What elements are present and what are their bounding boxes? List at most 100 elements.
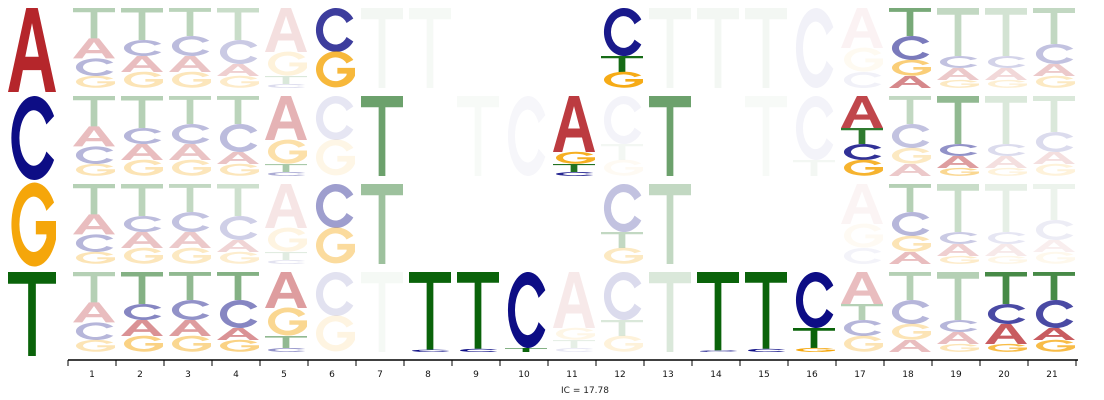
- logo-letter-C: [891, 36, 930, 61]
- logo-letter-G: [891, 323, 931, 340]
- logo-letter-G: [123, 71, 163, 88]
- logo-letter-C: [219, 300, 258, 328]
- logo-letter-C: [1035, 300, 1074, 328]
- logo-letter-A: [121, 320, 163, 336]
- logo-letter-T: [649, 184, 691, 264]
- logo-letter-T: [217, 96, 259, 124]
- logo-letter-T: [793, 160, 835, 176]
- logo-letter-G: [267, 51, 307, 76]
- x-tick-label: 8: [425, 370, 431, 380]
- x-tick-label: 19: [950, 370, 962, 380]
- logo-letter-T: [121, 96, 163, 128]
- logo-letter-C: [795, 272, 834, 328]
- logo-letter-T: [601, 320, 643, 336]
- logo-letter-G: [1035, 163, 1075, 176]
- logo-letter-A: [1033, 64, 1075, 76]
- logo-letter-G: [843, 223, 883, 248]
- logo-letter-T: [553, 164, 595, 172]
- logo-letter-G: [891, 235, 931, 252]
- logo-letter-G: [795, 347, 835, 352]
- logo-letter-C: [843, 248, 882, 264]
- logo-letter-G: [1035, 339, 1075, 352]
- logo-letter-G: [171, 335, 211, 352]
- logo-letter-A: [1033, 152, 1075, 164]
- logo-letter-C: [315, 96, 354, 140]
- logo-letter-G: [843, 47, 883, 72]
- logo-letter-T: [889, 8, 931, 36]
- logo-letter-C: [123, 40, 162, 56]
- x-tick-label: 17: [854, 370, 865, 380]
- logo-letter-A: [1033, 240, 1075, 252]
- logo-letter-G: [315, 139, 355, 176]
- logo-letter-C: [843, 320, 882, 336]
- logo-letter-T: [505, 348, 547, 352]
- logo-letter-T: [745, 8, 787, 88]
- logo-letter-C: [891, 124, 930, 148]
- logo-letter-C: [171, 212, 210, 232]
- logo-letter-C: [123, 216, 162, 232]
- logo-letter-T: [217, 272, 259, 300]
- logo-letter-G: [123, 247, 163, 264]
- logo-letter-G: [267, 307, 307, 336]
- x-tick-label: 15: [758, 370, 769, 380]
- logo-letter-C: [795, 8, 834, 89]
- logo-letter-G: [315, 227, 355, 264]
- logo-letter-T: [169, 8, 211, 36]
- logo-letter-G: [1035, 75, 1075, 88]
- logo-letter-G: [843, 159, 883, 176]
- logo-letter-C: [795, 96, 834, 161]
- logo-letter-G: [987, 343, 1027, 352]
- logo-letter-C: [603, 96, 642, 144]
- logo-letter-C: [507, 96, 546, 176]
- logo-letter-C: [267, 84, 306, 88]
- logo-letter-C: [1035, 44, 1074, 64]
- x-tick-label: 13: [662, 370, 673, 380]
- logo-letter-G: [891, 59, 931, 76]
- logo-letter-G: [171, 159, 211, 176]
- logo-letter-G: [315, 51, 355, 88]
- logo-letter-A: [889, 76, 931, 88]
- logo-letter-C: [459, 348, 498, 352]
- logo-letter-C: [219, 124, 258, 152]
- logo-letter-A: [889, 252, 931, 264]
- logo-letter-T: [265, 76, 307, 84]
- logo-letter-C: [267, 260, 306, 264]
- logo-letter-C: [987, 304, 1026, 324]
- logo-cells: [73, 8, 1075, 352]
- logo-letter-A: [169, 320, 211, 336]
- logo-letter-G: [987, 255, 1027, 264]
- logo-letter-T: [601, 144, 643, 160]
- x-tick-label: 7: [377, 370, 383, 380]
- logo-letter-T: [649, 8, 691, 88]
- logo-letter-C: [555, 172, 594, 176]
- logo-letter-T: [1033, 8, 1075, 44]
- logo-letter-T: [73, 184, 115, 215]
- row-label-A: [8, 8, 56, 92]
- logo-letter-T: [937, 96, 979, 144]
- logo-letter-A: [889, 164, 931, 176]
- logo-letter-T: [1033, 96, 1075, 132]
- logo-letter-T: [937, 184, 979, 232]
- logo-letter-G: [939, 343, 979, 352]
- logo-letter-T: [985, 8, 1027, 56]
- logo-letter-C: [315, 184, 354, 228]
- logo-letter-A: [121, 232, 163, 248]
- logo-letter-T: [265, 164, 307, 172]
- logo-letter-C: [699, 350, 738, 352]
- logo-letter-C: [267, 172, 306, 176]
- logo-letter-A: [937, 68, 979, 80]
- logo-letter-A: [889, 340, 931, 352]
- logo-letter-C: [411, 349, 450, 352]
- logo-letter-A: [121, 56, 163, 72]
- logo-letter-G: [939, 167, 979, 176]
- logo-letter-T: [217, 8, 259, 41]
- logo-letter-C: [171, 124, 210, 144]
- logo-letter-C: [603, 272, 642, 320]
- logo-letter-A: [841, 272, 883, 304]
- x-tick-label: 16: [806, 370, 818, 380]
- logo-letter-A: [985, 156, 1027, 168]
- logo-letter-C: [891, 212, 930, 236]
- logo-letter-A: [1033, 328, 1075, 340]
- logo-letter-T: [409, 8, 451, 88]
- logo-letter-T: [889, 96, 931, 124]
